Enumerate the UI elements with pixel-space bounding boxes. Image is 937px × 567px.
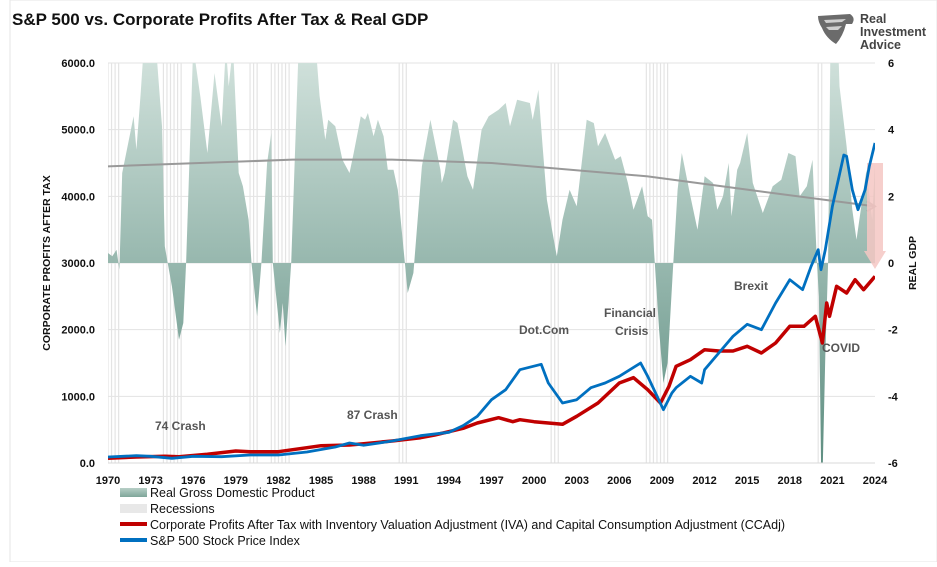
logo-text-1: Real xyxy=(860,12,886,26)
gdp-trend-line xyxy=(107,158,876,208)
down-arrow-icon xyxy=(864,163,886,269)
left-axis-title: CORPORATE PROFITS AFTER TAX xyxy=(41,175,53,350)
right-tick-label: -6 xyxy=(888,458,898,470)
x-tick-label: 1982 xyxy=(266,475,290,487)
left-tick-label: 6000.0 xyxy=(61,58,95,70)
annotation-covid: COVID xyxy=(822,341,860,355)
x-tick-label: 2009 xyxy=(650,475,674,487)
left-tick-label: 4000.0 xyxy=(61,191,95,203)
x-tick-label: 2003 xyxy=(564,475,588,487)
left-tick-label: 3000.0 xyxy=(61,258,95,270)
legend-item-profits: Corporate Profits After Tax with Invento… xyxy=(120,518,785,532)
x-tick-label: 1973 xyxy=(138,475,162,487)
logo-text-2: Investment xyxy=(860,25,927,39)
legend-label-profits: Corporate Profits After Tax with Invento… xyxy=(150,518,785,532)
left-tick-label: 5000.0 xyxy=(61,125,95,137)
right-tick-label: 2 xyxy=(888,191,894,203)
gdp-area xyxy=(108,63,875,463)
line-series-group xyxy=(108,142,875,461)
x-tick-label: 2015 xyxy=(735,475,759,487)
x-tick-label: 1970 xyxy=(96,475,120,487)
legend-item-sp500: S&P 500 Stock Price Index xyxy=(120,534,301,548)
eagle-stripes xyxy=(824,19,846,30)
right-tick-label: 4 xyxy=(888,125,895,137)
legend-item-gdp: Real Gross Domestic Product xyxy=(120,486,315,500)
right-tick-label: 6 xyxy=(888,58,894,70)
x-tick-label: 2012 xyxy=(692,475,716,487)
axes: 0.0 1000.0 2000.0 3000.0 4000.0 5000.0 6000.0 -… xyxy=(61,58,898,487)
legend: Real Gross Domestic Product Recessions C… xyxy=(120,486,785,548)
x-tick-label: 1976 xyxy=(181,475,205,487)
right-tick-label: -2 xyxy=(888,325,898,337)
x-tick-label: 2024 xyxy=(863,475,888,487)
right-tick-label: -4 xyxy=(888,391,899,403)
legend-label-recessions: Recessions xyxy=(150,502,215,516)
annotation-brexit: Brexit xyxy=(734,279,768,293)
x-tick-label: 2006 xyxy=(607,475,631,487)
legend-item-recessions: Recessions xyxy=(120,502,215,516)
left-tick-label: 1000.0 xyxy=(61,391,95,403)
annotation-74-crash: 74 Crash xyxy=(155,419,206,433)
left-tick-label: 2000.0 xyxy=(61,325,95,337)
right-axis-title: REAL GDP xyxy=(907,236,919,290)
x-tick-label: 2018 xyxy=(778,475,802,487)
x-tick-label: 1997 xyxy=(479,475,503,487)
right-tick-label: 0 xyxy=(888,258,894,270)
x-tick-label: 1991 xyxy=(394,475,418,487)
x-tick-label: 1979 xyxy=(224,475,248,487)
legend-label-sp500: S&P 500 Stock Price Index xyxy=(150,534,301,548)
logo-text-3: Advice xyxy=(860,38,901,52)
chart-title: S&P 500 vs. Corporate Profits After Tax … xyxy=(12,10,428,29)
profits-line xyxy=(108,275,875,461)
annotation-financial: Financial xyxy=(604,306,656,320)
x-tick-label: 1988 xyxy=(351,475,375,487)
annotations: 74 Crash 87 Crash Dot.Com Financial Crisis Br… xyxy=(155,279,860,433)
left-tick-label: 0.0 xyxy=(80,458,95,470)
arrow-group xyxy=(864,163,886,269)
legend-label-gdp: Real Gross Domestic Product xyxy=(150,486,315,500)
gdp-area-group xyxy=(108,63,875,463)
annotation-dot-com: Dot.Com xyxy=(519,323,569,337)
legend-swatch-recessions xyxy=(120,504,147,513)
x-tick-label: 2021 xyxy=(820,475,844,487)
x-tick-label: 1985 xyxy=(309,475,333,487)
legend-swatch-gdp xyxy=(120,488,147,497)
annotation-87-crash: 87 Crash xyxy=(347,408,398,422)
x-tick-label: 2000 xyxy=(522,475,546,487)
logo: Real Investment Advice xyxy=(818,12,927,52)
annotation-crisis: Crisis xyxy=(615,324,649,338)
sp500-line xyxy=(108,142,875,460)
x-tick-label: 1994 xyxy=(437,475,462,487)
